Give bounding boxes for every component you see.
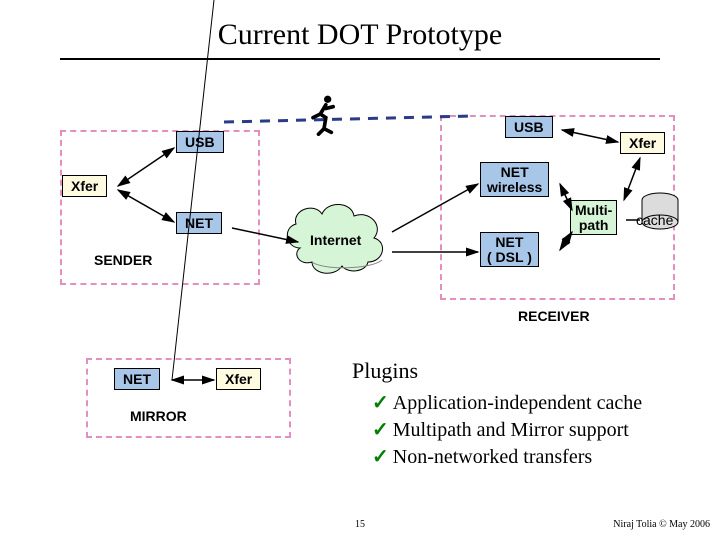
plugins-list: ✓Application-independent cache ✓Multipat… — [372, 390, 642, 471]
check-icon: ✓ — [372, 419, 389, 441]
check-icon: ✓ — [372, 446, 389, 468]
plugin-item-2: ✓Non-networked transfers — [372, 444, 642, 471]
slide-number: 15 — [0, 519, 720, 530]
plugin-item-1: ✓Multipath and Mirror support — [372, 417, 642, 444]
footer-credit: Niraj Tolia © May 2006 — [613, 519, 710, 530]
plugin-item-0: ✓Application-independent cache — [372, 390, 642, 417]
check-icon: ✓ — [372, 392, 389, 414]
plugins-heading: Plugins — [352, 358, 418, 384]
mirror-label: MIRROR — [130, 408, 187, 424]
